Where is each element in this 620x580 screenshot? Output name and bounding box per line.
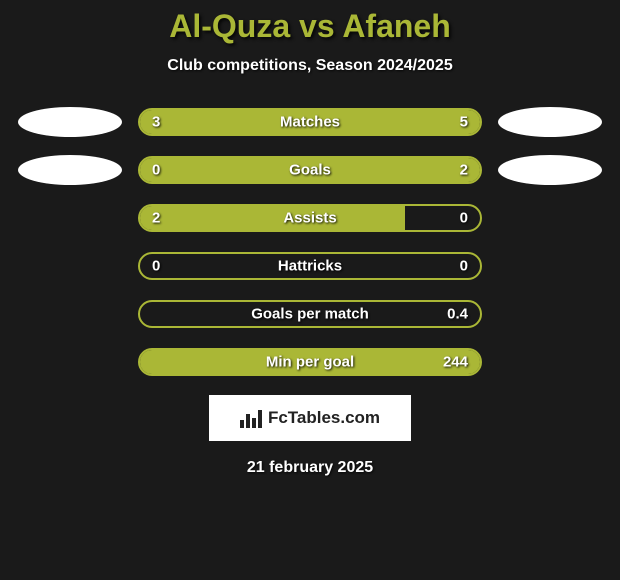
- value-left: 2: [152, 210, 160, 227]
- logo-spacer: [498, 251, 602, 281]
- fill-left: [140, 206, 405, 230]
- team-left-logo: [18, 107, 122, 137]
- value-right: 0: [460, 210, 468, 227]
- value-left: 0: [152, 162, 160, 179]
- stat-bar-goals: 0 Goals 2: [138, 156, 482, 184]
- comparison-card: Al-Quza vs Afaneh Club competitions, Sea…: [0, 0, 620, 477]
- stat-bar-matches: 3 Matches 5: [138, 108, 482, 136]
- logo-spacer: [498, 203, 602, 233]
- stat-bar-gpm: Goals per match 0.4: [138, 300, 482, 328]
- value-left: 3: [152, 114, 160, 131]
- value-right: 0: [460, 258, 468, 275]
- stat-label: Matches: [280, 114, 340, 131]
- logo-spacer: [18, 251, 122, 281]
- team-right-logo: [498, 155, 602, 185]
- subtitle: Club competitions, Season 2024/2025: [0, 57, 620, 75]
- stat-row: Goals per match 0.4: [0, 299, 620, 329]
- site-link[interactable]: FcTables.com: [209, 395, 411, 441]
- stat-row: Min per goal 244: [0, 347, 620, 377]
- site-label: FcTables.com: [268, 408, 380, 428]
- stat-label: Hattricks: [278, 258, 342, 275]
- logo-spacer: [498, 347, 602, 377]
- stat-bar-hattricks: 0 Hattricks 0: [138, 252, 482, 280]
- stat-bar-assists: 2 Assists 0: [138, 204, 482, 232]
- logo-spacer: [18, 203, 122, 233]
- stat-label: Goals: [289, 162, 331, 179]
- logo-spacer: [18, 347, 122, 377]
- date-label: 21 february 2025: [0, 459, 620, 477]
- logo-spacer: [498, 299, 602, 329]
- stat-row: 2 Assists 0: [0, 203, 620, 233]
- value-right: 2: [460, 162, 468, 179]
- team-left-logo: [18, 155, 122, 185]
- stat-bar-mpg: Min per goal 244: [138, 348, 482, 376]
- stat-row: 0 Goals 2: [0, 155, 620, 185]
- stat-label: Assists: [283, 210, 336, 227]
- stat-label: Min per goal: [266, 354, 354, 371]
- bars-icon: [240, 408, 262, 428]
- page-title: Al-Quza vs Afaneh: [0, 8, 620, 45]
- value-right: 5: [460, 114, 468, 131]
- value-left: 0: [152, 258, 160, 275]
- team-right-logo: [498, 107, 602, 137]
- value-right: 244: [443, 354, 468, 371]
- stat-row: 3 Matches 5: [0, 107, 620, 137]
- stat-row: 0 Hattricks 0: [0, 251, 620, 281]
- stats-list: 3 Matches 5 0 Goals 2 2: [0, 107, 620, 377]
- value-right: 0.4: [447, 306, 468, 323]
- logo-spacer: [18, 299, 122, 329]
- stat-label: Goals per match: [251, 306, 369, 323]
